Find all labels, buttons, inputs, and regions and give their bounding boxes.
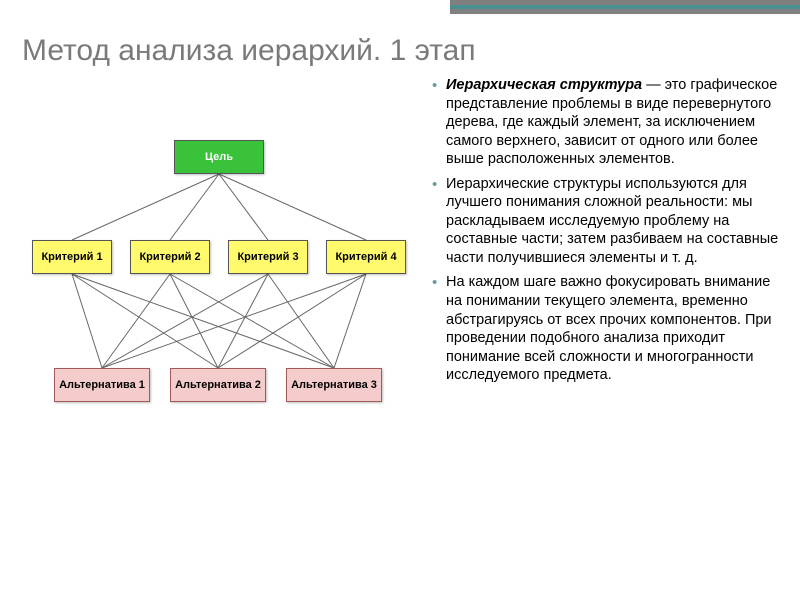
- bullet-1-lead: Иерархическая структура: [446, 77, 642, 93]
- node-goal: Цель: [174, 140, 264, 174]
- node-alternative-2: Альтернатива 2: [170, 368, 266, 402]
- bullet-1: Иерархическая структура — это графическо…: [432, 76, 780, 169]
- node-criterion-3: Критерий 3: [228, 240, 308, 274]
- node-criterion-2: Критерий 2: [130, 240, 210, 274]
- hierarchy-diagram: Цель Критерий 1 Критерий 2 Критерий 3 Кр…: [22, 120, 417, 440]
- bullet-2: Иерархические структуры используются для…: [432, 175, 780, 268]
- bullet-3-rest: На каждом шаге важно фокусировать вниман…: [446, 274, 772, 383]
- decorative-stripe: [450, 0, 800, 14]
- bullet-3: На каждом шаге важно фокусировать вниман…: [432, 273, 780, 384]
- node-criterion-4: Критерий 4: [326, 240, 406, 274]
- text-content: Иерархическая структура — это графическо…: [432, 76, 780, 590]
- node-alternative-3: Альтернатива 3: [286, 368, 382, 402]
- bullet-2-rest: Иерархические структуры используются для…: [446, 176, 778, 266]
- node-alternative-1: Альтернатива 1: [54, 368, 150, 402]
- node-criterion-1: Критерий 1: [32, 240, 112, 274]
- page-title: Метод анализа иерархий. 1 этап: [22, 34, 476, 68]
